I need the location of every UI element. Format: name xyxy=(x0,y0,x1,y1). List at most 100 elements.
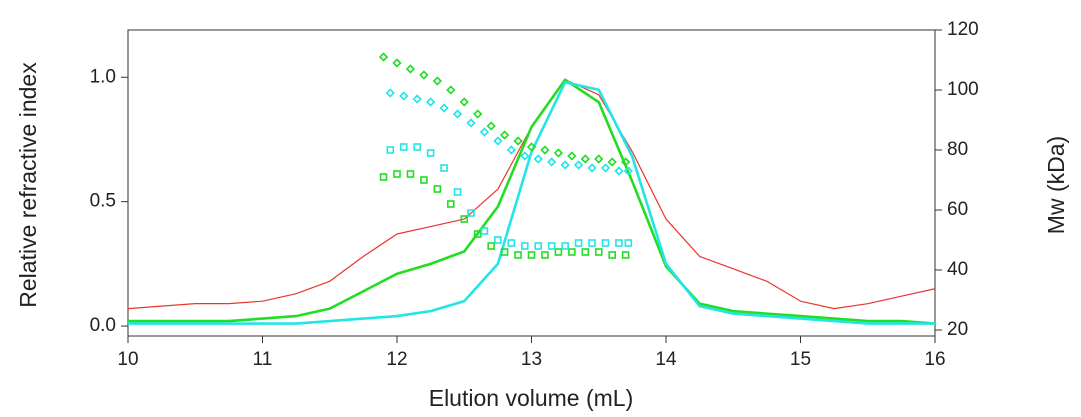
diamond-marker xyxy=(506,145,516,155)
square-marker xyxy=(608,251,617,259)
y-tick-label: 1.0 xyxy=(90,66,116,87)
y2-tick-label: 80 xyxy=(947,139,968,160)
diamond-marker xyxy=(600,163,611,173)
x-tick-label: 15 xyxy=(790,349,811,370)
square-marker xyxy=(453,188,462,196)
diamond-marker xyxy=(452,109,463,119)
y2-axis-label: Mw (kDa) xyxy=(1043,136,1069,234)
diamond-marker xyxy=(493,136,503,146)
diamond-marker xyxy=(580,154,590,164)
x-tick-label: 12 xyxy=(386,349,407,370)
square-marker xyxy=(426,149,435,157)
diamond-marker xyxy=(378,52,389,62)
y2-tick-label: 20 xyxy=(947,319,968,340)
diamond-marker xyxy=(553,148,564,158)
diamond-marker xyxy=(573,160,584,170)
square-marker xyxy=(433,185,442,193)
y-tick-label: 0.0 xyxy=(90,315,116,336)
x-tick-label: 14 xyxy=(655,349,677,370)
diamond-marker xyxy=(587,163,597,173)
square-marker xyxy=(487,242,495,250)
data-line xyxy=(128,80,935,325)
diamond-marker xyxy=(607,157,617,167)
diamond-marker xyxy=(621,157,631,167)
diamond-marker xyxy=(614,166,624,176)
diamond-marker xyxy=(432,76,442,86)
diamond-marker xyxy=(567,151,577,161)
diamond-marker xyxy=(385,88,395,98)
diamond-marker xyxy=(399,91,409,101)
square-marker xyxy=(393,170,401,178)
square-marker xyxy=(379,173,388,181)
square-marker xyxy=(574,239,583,247)
square-marker xyxy=(547,242,556,250)
y2-tick-label: 60 xyxy=(947,199,968,220)
diamond-marker xyxy=(479,127,490,137)
diamond-marker xyxy=(623,166,633,176)
square-marker xyxy=(520,242,529,250)
diamond-marker xyxy=(560,160,570,170)
y2-tick-label: 40 xyxy=(947,259,968,280)
square-marker xyxy=(624,239,633,247)
square-marker xyxy=(446,200,455,208)
square-marker xyxy=(420,176,428,184)
square-marker xyxy=(440,164,448,172)
square-marker xyxy=(467,209,475,217)
diamond-marker xyxy=(533,154,543,164)
square-marker xyxy=(460,215,469,223)
diamond-marker xyxy=(526,142,537,152)
square-marker xyxy=(413,143,421,151)
diamond-marker xyxy=(486,121,496,131)
square-marker xyxy=(386,146,395,154)
diamond-marker xyxy=(520,151,530,161)
x-tick-label: 10 xyxy=(117,349,138,370)
square-marker xyxy=(568,248,576,256)
x-tick-label: 13 xyxy=(521,349,542,370)
diamond-marker xyxy=(499,130,510,140)
y2-tick-label: 100 xyxy=(947,79,979,100)
square-marker xyxy=(500,248,509,256)
diamond-marker xyxy=(466,118,476,128)
x-tick-label: 16 xyxy=(924,349,945,370)
square-marker xyxy=(514,251,522,259)
square-marker xyxy=(594,248,603,256)
diamond-marker xyxy=(392,58,402,68)
data-line xyxy=(127,79,936,310)
square-marker xyxy=(480,227,489,235)
square-marker xyxy=(406,170,415,178)
y-axis-label: Relative refractive index xyxy=(15,62,41,308)
diamond-marker xyxy=(439,103,449,113)
square-marker xyxy=(494,236,502,244)
diamond-marker xyxy=(419,70,429,80)
x-tick-label: 11 xyxy=(253,349,273,370)
diamond-marker xyxy=(446,85,456,95)
diamond-marker xyxy=(405,64,416,74)
diamond-marker xyxy=(547,157,557,167)
diamond-marker xyxy=(594,154,604,164)
square-marker xyxy=(541,251,549,259)
x-axis-label: Elution volume (mL) xyxy=(429,385,634,411)
y-tick-label: 0.5 xyxy=(90,191,116,212)
square-marker xyxy=(534,242,543,250)
square-marker xyxy=(581,248,590,256)
square-marker xyxy=(621,251,630,259)
square-marker xyxy=(561,242,569,250)
square-marker xyxy=(507,239,516,247)
y2-tick-label: 120 xyxy=(947,19,979,40)
plot-frame xyxy=(127,29,936,337)
diamond-marker xyxy=(540,145,550,155)
diamond-marker xyxy=(513,136,523,146)
square-marker xyxy=(399,143,408,151)
diamond-marker xyxy=(459,97,469,107)
diamond-marker xyxy=(412,94,422,104)
square-marker xyxy=(527,251,536,259)
square-marker xyxy=(601,239,610,247)
square-marker xyxy=(554,248,563,256)
square-marker xyxy=(588,239,596,247)
square-marker xyxy=(615,239,623,247)
diamond-marker xyxy=(425,97,436,107)
data-line xyxy=(128,78,936,325)
diamond-marker xyxy=(473,109,483,119)
